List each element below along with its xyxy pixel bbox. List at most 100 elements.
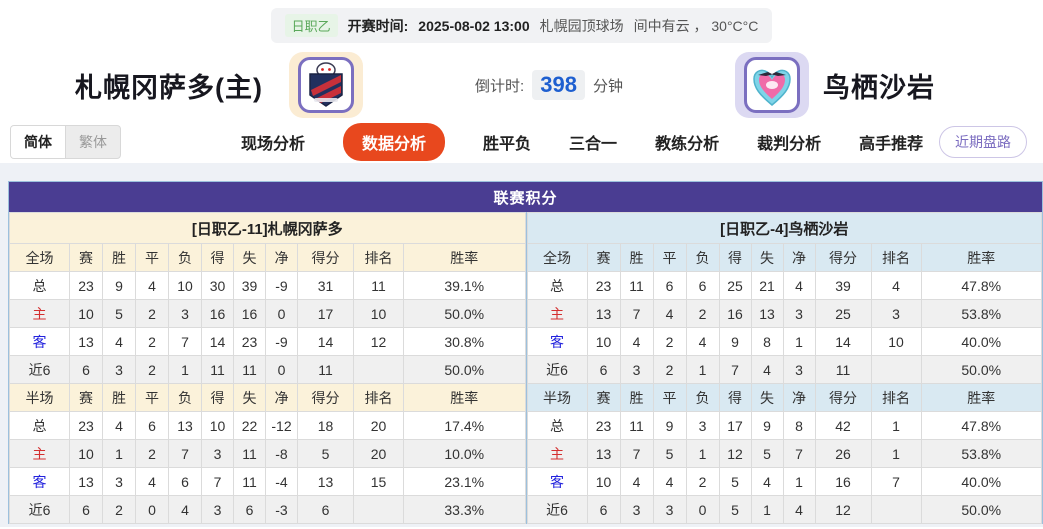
league-points-board: 联赛积分 [日职乙-11]札幌冈萨多 全场赛胜平负得失净得分 排名 胜率总 23 9 4 10…: [8, 181, 1043, 524]
table-cell: 16: [233, 299, 266, 328]
table-cell: 20: [353, 411, 404, 440]
column-header: 排名: [353, 243, 404, 272]
lang-traditional-button[interactable]: 繁体: [79, 134, 107, 150]
recent-trends-button[interactable]: 近期盘路: [939, 126, 1027, 158]
lang-simplified-button[interactable]: 简体: [11, 126, 66, 158]
home-team-logo: [288, 52, 363, 118]
tab-win-draw-loss[interactable]: 胜平负: [483, 136, 532, 153]
column-header: 得分: [297, 243, 354, 272]
table-cell: 7: [718, 355, 752, 384]
table-cell: 3: [168, 299, 202, 328]
column-header: 赛: [586, 243, 621, 272]
table-cell: 11: [814, 355, 872, 384]
table-cell: 30.8%: [403, 327, 526, 356]
table-cell: 4: [102, 411, 136, 440]
table-cell: 6: [297, 495, 354, 524]
tab-referee-analysis[interactable]: 裁判分析: [757, 136, 822, 153]
table-cell: 4: [782, 495, 816, 524]
row-label: 近6: [9, 495, 70, 524]
table-cell: 11: [619, 271, 654, 300]
row-label: 主: [526, 439, 588, 468]
table-cell: 16: [201, 299, 234, 328]
table-cell: 4: [652, 467, 687, 496]
table-cell: 4: [870, 271, 922, 300]
table-cell: 13: [69, 327, 103, 356]
table-cell: 4: [135, 467, 169, 496]
table-cell: 53.8%: [920, 439, 1042, 468]
column-header: 失: [233, 243, 266, 272]
tab-live-analysis[interactable]: 现场分析: [241, 136, 306, 153]
table-cell: 7: [870, 467, 922, 496]
table-cell: 40.0%: [920, 327, 1042, 356]
table-cell: 10: [586, 467, 621, 496]
table-cell: -9: [265, 271, 298, 300]
column-header: 胜: [102, 243, 136, 272]
row-label: 近6: [526, 355, 588, 384]
table-cell: 0: [685, 495, 720, 524]
table-cell: 2: [135, 355, 169, 384]
table-cell: 6: [586, 355, 621, 384]
column-header: 胜: [619, 243, 654, 272]
row-label: 近6: [526, 495, 588, 524]
table-cell: 4: [619, 327, 654, 356]
table-cell: 4: [619, 467, 654, 496]
table-cell: 2: [102, 495, 136, 524]
column-header: 平: [652, 243, 687, 272]
row-label: 主: [526, 299, 588, 328]
column-header: 净: [782, 383, 816, 412]
table-row: 近6 6 3 2 1 11 11 0 11 50.0%: [9, 355, 526, 384]
away-team-name: 鸟栖沙岩: [823, 72, 936, 103]
table-cell: 50.0%: [920, 495, 1042, 524]
row-label: 客: [526, 467, 588, 496]
table-cell: 7: [168, 439, 202, 468]
weather: 间中有云 ， 30°C°C: [633, 17, 759, 34]
tab-three-in-one[interactable]: 三合一: [569, 136, 618, 153]
venue: 札幌园顶球场: [539, 17, 624, 34]
table-cell: 10: [69, 299, 103, 328]
row-label: 客: [9, 327, 70, 356]
table-cell: 12: [353, 327, 404, 356]
table-cell: 1: [685, 439, 720, 468]
tab-expert-picks[interactable]: 高手推荐: [859, 136, 924, 153]
sagan-tosu-crest-icon: [744, 57, 801, 113]
table-row: 主 10 5 2 3 16 16 0 17 10 50.0%: [9, 299, 526, 328]
column-header: 得: [718, 243, 752, 272]
table-cell: 2: [135, 439, 169, 468]
table-cell: 1: [685, 355, 720, 384]
row-label: 客: [9, 467, 70, 496]
table-cell: 20: [353, 439, 404, 468]
table-cell: 11: [233, 355, 266, 384]
table-cell: 23: [233, 327, 266, 356]
column-header: 排名: [870, 243, 922, 272]
table-cell: 3: [102, 355, 136, 384]
consadole-sapporo-crest-icon: [297, 57, 354, 113]
table-cell: 23: [586, 271, 621, 300]
column-header: 净: [265, 383, 298, 412]
table-cell: 11: [619, 411, 654, 440]
column-header: 负: [168, 243, 202, 272]
table-cell: 10: [586, 327, 621, 356]
column-header: 净: [265, 243, 298, 272]
countdown: 倒计时: 398 分钟: [475, 70, 623, 100]
table-row: 客 13 4 2 7 14 23 -9 14 12 30.8%: [9, 327, 526, 356]
column-header: 得: [718, 383, 752, 412]
section-title-row: [日职乙-11]札幌冈萨多: [9, 212, 526, 244]
column-header-row: 半场赛胜平负得失净得分 排名 胜率: [9, 383, 526, 412]
table-cell: -4: [265, 467, 298, 496]
table-cell: [870, 355, 922, 384]
table-cell: 3: [619, 495, 654, 524]
column-header: 赛: [69, 383, 103, 412]
column-header: 平: [135, 383, 169, 412]
column-header: 排名: [353, 383, 404, 412]
table-cell: 7: [619, 439, 654, 468]
row-label: 总: [9, 411, 70, 440]
table-cell: 6: [586, 495, 621, 524]
table-cell: 6: [69, 355, 103, 384]
league-badge: 日职乙: [284, 14, 338, 37]
tab-data-analysis[interactable]: 数据分析: [343, 123, 446, 161]
table-cell: 21: [750, 271, 784, 300]
tab-coach-analysis[interactable]: 教练分析: [655, 136, 720, 153]
table-cell: 14: [814, 327, 872, 356]
table-cell: 0: [265, 355, 298, 384]
table-cell: 10: [201, 411, 234, 440]
